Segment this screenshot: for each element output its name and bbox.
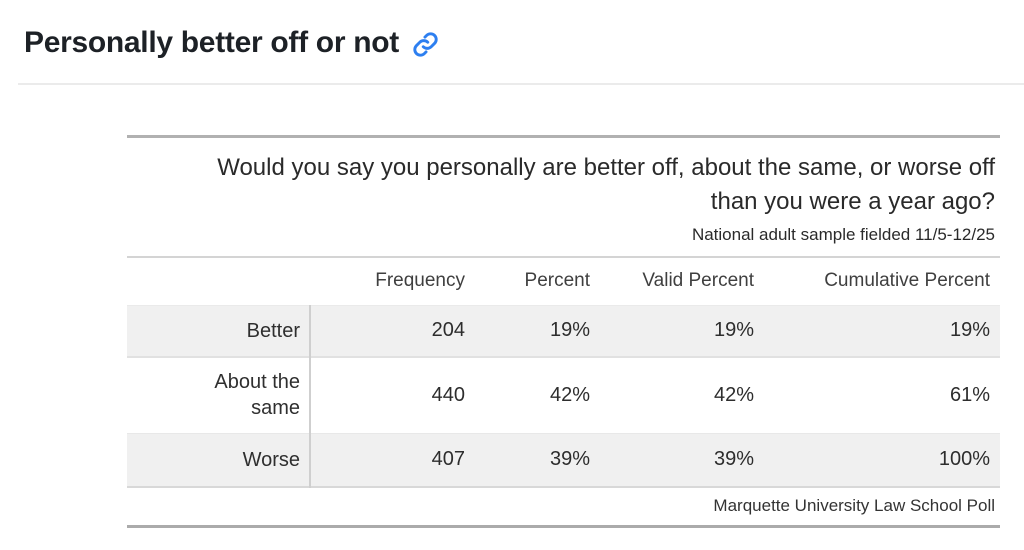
cell-frequency: 440 — [431, 383, 465, 406]
col-header-valid-percent: Valid Percent — [642, 270, 754, 292]
cell-cumulative-percent: 61% — [949, 383, 990, 406]
cell-cumulative-percent: 100% — [938, 448, 990, 471]
cell-cumulative-percent: 19% — [949, 319, 990, 342]
col-header-blank — [127, 258, 310, 305]
cell-frequency: 204 — [431, 319, 465, 342]
table-row: Better 204 19% 19% 19% — [127, 305, 1000, 357]
cell-valid-percent: 19% — [713, 319, 754, 342]
poll-results-table: Would you say you personally are better … — [127, 135, 1000, 528]
cell-frequency: 407 — [431, 448, 465, 471]
col-header-percent: Percent — [524, 270, 590, 292]
cell-percent: 42% — [549, 383, 590, 406]
frequency-table: Frequency Percent Valid Percent Cumulati… — [127, 258, 1000, 488]
table-caption: Would you say you personally are better … — [127, 138, 1000, 258]
page-title: Personally better off or not — [24, 26, 399, 60]
row-label: Better — [127, 305, 311, 357]
cell-valid-percent: 39% — [713, 448, 754, 471]
table-row: About the same 440 42% 42% 61% — [127, 357, 1000, 433]
sample-note: National adult sample fielded 11/5-12/25 — [691, 225, 995, 244]
question-text: Would you say you personally are better … — [217, 154, 995, 215]
heading-divider — [18, 83, 1024, 85]
table-row: Worse 407 39% 39% 100% — [127, 433, 1000, 487]
anchor-link[interactable] — [412, 31, 439, 58]
cell-percent: 39% — [549, 448, 590, 471]
col-header-cumulative-percent: Cumulative Percent — [824, 270, 990, 292]
cell-valid-percent: 42% — [713, 383, 754, 406]
table-source: Marquette University Law School Poll — [713, 496, 995, 515]
page-header: Personally better off or not — [0, 0, 1024, 60]
page-title-text: Personally better off or not — [24, 26, 399, 59]
row-label: Worse — [127, 433, 311, 487]
header-row: Frequency Percent Valid Percent Cumulati… — [127, 258, 1000, 305]
row-label: About the same — [127, 357, 311, 433]
cell-percent: 19% — [549, 319, 590, 342]
col-header-frequency: Frequency — [375, 270, 465, 292]
link-icon — [412, 31, 439, 58]
